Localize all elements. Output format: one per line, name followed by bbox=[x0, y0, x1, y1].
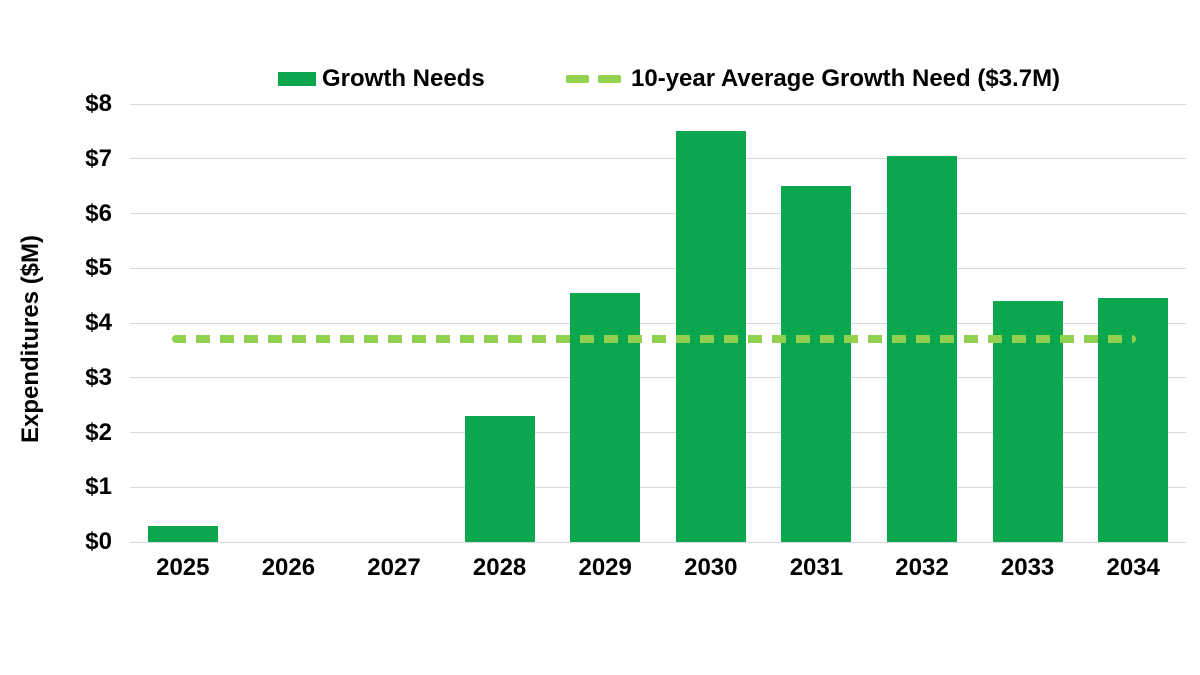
bar-2031 bbox=[781, 186, 851, 542]
x-tick-label-2032: 2032 bbox=[895, 554, 949, 581]
chart-legend: Growth Needs 10-year Average Growth Need… bbox=[0, 63, 1200, 95]
average-line bbox=[172, 335, 1136, 344]
gridline bbox=[130, 322, 1186, 324]
legend-label-average-line: 10-year Average Growth Need ($3.7M) bbox=[631, 65, 1061, 92]
gridline bbox=[130, 541, 1186, 543]
legend-label-growth-needs: Growth Needs bbox=[322, 65, 485, 92]
gridline bbox=[130, 377, 1186, 379]
gridline bbox=[130, 213, 1186, 214]
y-tick-label: $7 bbox=[85, 144, 112, 172]
x-tick-label-2029: 2029 bbox=[578, 554, 632, 581]
y-tick-label: $8 bbox=[85, 90, 112, 117]
x-tick-label-2034: 2034 bbox=[1106, 554, 1160, 581]
bar-2025 bbox=[148, 526, 218, 542]
legend-item-average-line: 10-year Average Growth Need ($3.7M) bbox=[566, 63, 1060, 95]
x-tick-label-2030: 2030 bbox=[684, 554, 738, 581]
legend-item-growth-needs: Growth Needs bbox=[278, 63, 485, 95]
y-tick-label: $5 bbox=[85, 254, 112, 282]
gridline bbox=[130, 103, 1186, 105]
gridline bbox=[130, 486, 1186, 488]
y-tick-label: $0 bbox=[85, 528, 112, 555]
plot-area bbox=[130, 103, 1186, 543]
x-tick-label-2025: 2025 bbox=[156, 554, 210, 581]
gridline bbox=[130, 267, 1186, 269]
y-tick-label: $1 bbox=[85, 473, 112, 501]
y-tick-label: $2 bbox=[85, 418, 112, 446]
gridline bbox=[130, 432, 1186, 433]
x-tick-label-2028: 2028 bbox=[472, 554, 527, 581]
y-tick-label: $4 bbox=[85, 309, 112, 336]
x-tick-label-2033: 2033 bbox=[1000, 554, 1055, 581]
legend-dashed-line-swatch-icon bbox=[566, 75, 621, 83]
x-tick-label-2027: 2027 bbox=[367, 554, 421, 581]
y-tick-label: $3 bbox=[85, 363, 112, 391]
bar-2029 bbox=[570, 293, 640, 542]
gridline bbox=[130, 158, 1186, 160]
bar-2028 bbox=[465, 416, 535, 542]
y-tick-label: $6 bbox=[85, 199, 112, 227]
x-tick-label-2031: 2031 bbox=[789, 554, 844, 581]
x-tick-label-2026: 2026 bbox=[261, 554, 316, 581]
bar-2032 bbox=[887, 156, 957, 542]
legend-bar-swatch-icon bbox=[278, 72, 316, 86]
